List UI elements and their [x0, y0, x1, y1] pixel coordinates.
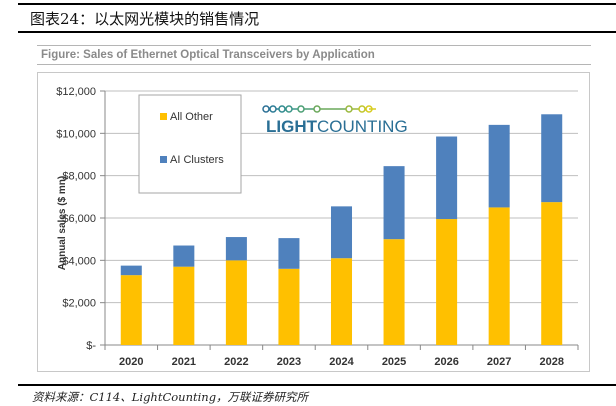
figure-caption: Figure: Sales of Ethernet Optical Transc… — [41, 49, 375, 61]
x-tick-label: 2023 — [277, 356, 301, 368]
bar-all-other-2026 — [436, 219, 458, 345]
x-tick-label: 2026 — [434, 356, 458, 368]
bar-all-other-2023 — [278, 268, 300, 345]
legend-swatch-ai-clusters — [160, 156, 167, 163]
bar-all-other-2022 — [225, 260, 247, 345]
logo-dot — [345, 105, 353, 113]
bar-ai-clusters-2020 — [120, 265, 142, 276]
x-tick-label: 2022 — [224, 356, 248, 368]
logo-dot — [278, 105, 286, 113]
bottom-rule — [18, 384, 616, 386]
logo-text-regular: COUNTING — [317, 117, 408, 136]
logo-dot — [285, 105, 293, 113]
bar-all-other-2020 — [120, 275, 142, 345]
logo-text-bold: LIGHT — [266, 117, 318, 136]
source-note: 资料来源：C114、LightCounting，万联证券研究所 — [32, 390, 309, 404]
logo-dots-icon — [262, 105, 376, 113]
y-tick-label: $12,000 — [56, 86, 96, 98]
logo-text: LIGHTCOUNTING — [266, 117, 408, 136]
logo-dot — [313, 105, 321, 113]
bars — [120, 114, 563, 345]
logo-dot — [297, 105, 305, 113]
bar-all-other-2024 — [330, 258, 353, 345]
bar-ai-clusters-2021 — [173, 245, 195, 267]
bar-ai-clusters-2026 — [436, 136, 458, 220]
caption-top-divider — [37, 45, 591, 46]
page-title: 图表24：以太网光模块的销售情况 — [30, 10, 260, 28]
lightcounting-logo: LIGHTCOUNTING — [262, 105, 408, 136]
x-tick-label: 2028 — [539, 356, 563, 368]
legend-swatch-all-other — [160, 113, 167, 120]
legend-label-all-other: All Other — [170, 111, 213, 123]
bar-all-other-2021 — [173, 266, 195, 345]
bar-all-other-2027 — [488, 207, 510, 345]
legend-label-ai-clusters: AI Clusters — [170, 154, 224, 166]
bar-ai-clusters-2028 — [541, 114, 563, 203]
legend-box — [138, 94, 242, 194]
legend: All Other AI Clusters — [138, 94, 242, 194]
bar-all-other-2025 — [383, 239, 405, 345]
bar-all-other-2028 — [541, 202, 563, 345]
bar-ai-clusters-2027 — [488, 124, 510, 208]
logo-dot — [358, 105, 366, 113]
y-tick-label: $- — [86, 340, 96, 352]
x-tick-label: 2021 — [172, 356, 196, 368]
top-rule — [18, 3, 616, 5]
logo-dot — [269, 105, 277, 113]
bar-ai-clusters-2025 — [383, 166, 405, 240]
y-tick-label: $10,000 — [56, 128, 96, 140]
y-tick-label: $8,000 — [62, 171, 96, 183]
y-axis-title: Annual sales ($ mn) — [57, 176, 68, 270]
bar-ai-clusters-2024 — [330, 206, 353, 259]
title-rule — [18, 31, 616, 33]
bar-ai-clusters-2022 — [225, 237, 247, 261]
x-tick-label: 2024 — [329, 356, 354, 368]
y-tick-label: $6,000 — [62, 213, 96, 225]
stacked-bar-chart: $- $2,000 $4,000 $6,000 $8,000 $10,000 $12,000… — [56, 86, 579, 368]
caption-bottom-divider — [37, 64, 591, 65]
chart-frame: $- $2,000 $4,000 $6,000 $8,000 $10,000 $12,000… — [37, 72, 590, 372]
tick-labels: $- $2,000 $4,000 $6,000 $8,000 $10,000 $12,000… — [56, 86, 564, 368]
logo-dot — [262, 105, 270, 113]
x-tick-label: 2027 — [487, 356, 511, 368]
x-tick-label: 2020 — [119, 356, 143, 368]
y-tick-label: $2,000 — [62, 298, 96, 310]
bar-ai-clusters-2023 — [278, 238, 300, 269]
x-tick-label: 2025 — [382, 356, 406, 368]
y-tick-label: $4,000 — [62, 255, 96, 267]
